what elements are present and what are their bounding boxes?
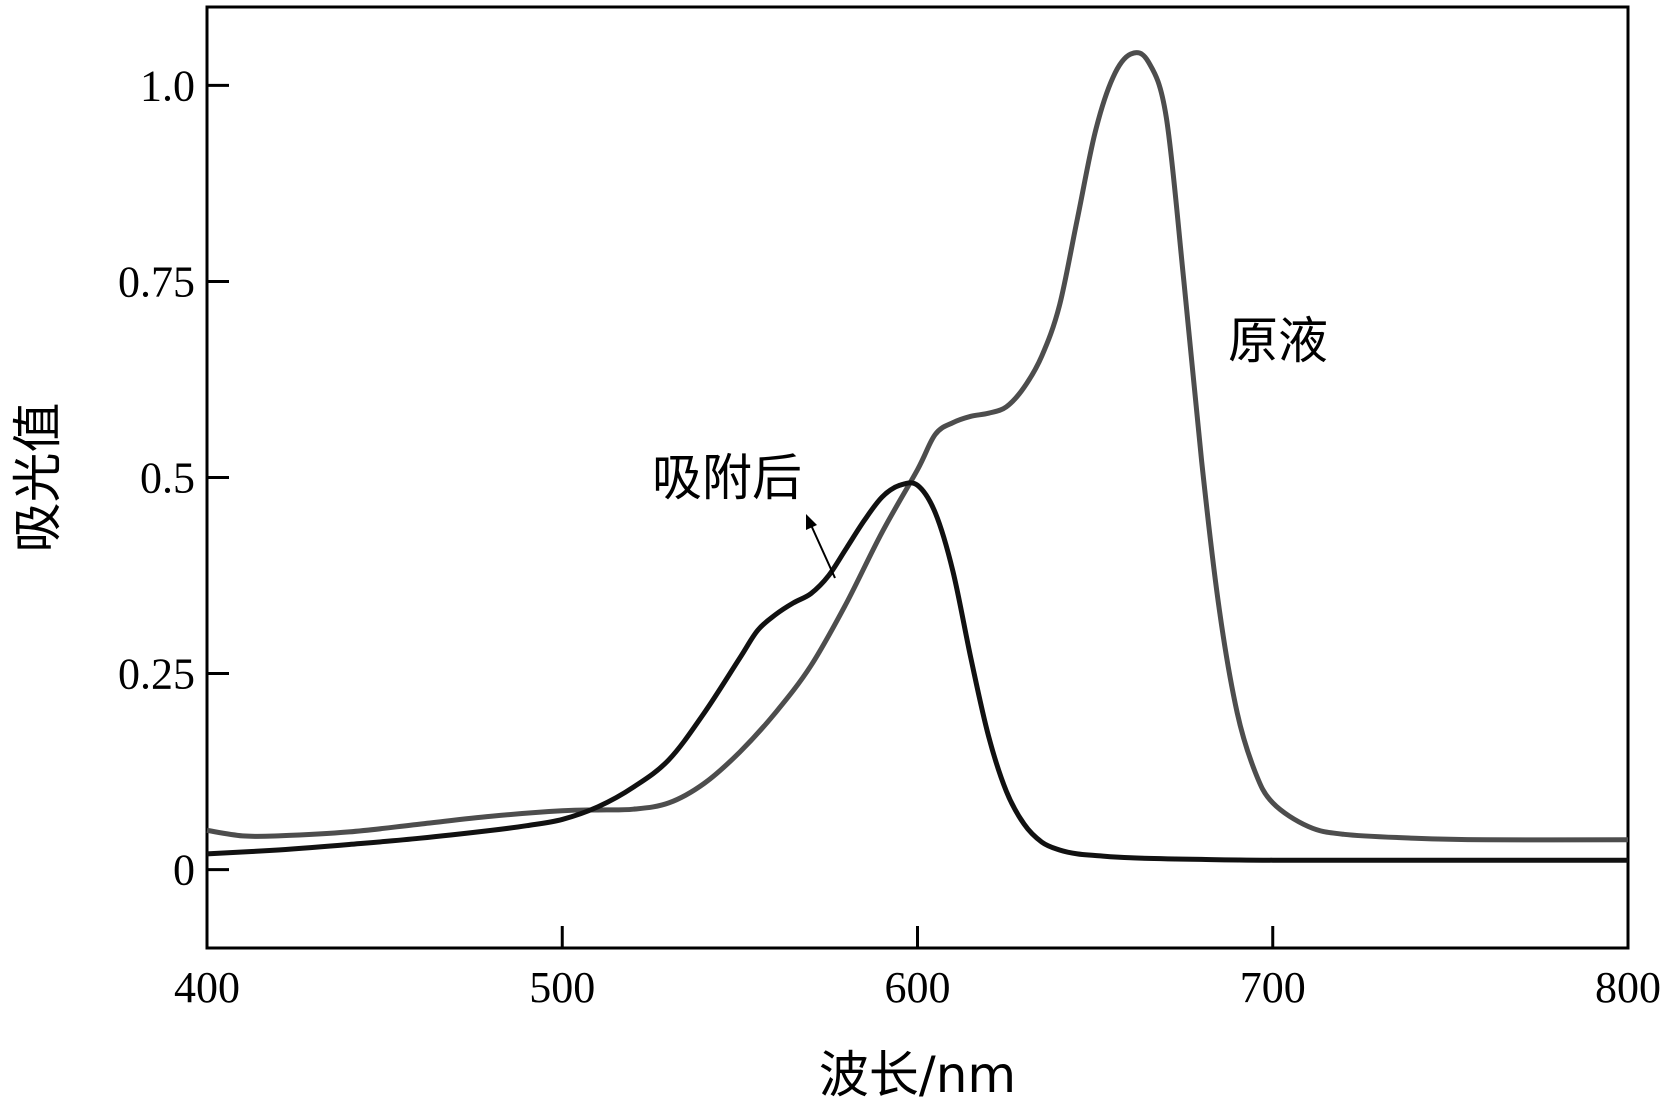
y-tick-label: 0.25 xyxy=(118,650,195,699)
series-lines xyxy=(206,50,1629,863)
y-axis-title: 吸光值 xyxy=(9,403,67,553)
axis-tick-labels: 400 500 600 700 800 0 0.25 0.5 0.75 1.0 xyxy=(118,61,1661,1012)
y-tick-label: 0 xyxy=(173,846,195,895)
series-line-stock-solution xyxy=(206,50,1629,843)
x-tick-label: 600 xyxy=(885,963,951,1012)
plot-area xyxy=(205,5,1630,950)
x-axis-title: 波长/nm xyxy=(819,1046,1016,1104)
label-stock-solution: 原液 xyxy=(1228,312,1328,370)
x-tick-label: 800 xyxy=(1595,963,1661,1012)
y-tick-label: 0.75 xyxy=(118,257,195,306)
y-tick-label: 0.5 xyxy=(140,454,195,503)
x-tick-label: 400 xyxy=(174,963,240,1012)
annotation-arrow-head xyxy=(806,514,817,530)
y-tick-label: 1.0 xyxy=(140,61,195,110)
axis-ticks xyxy=(205,83,1630,948)
plot-frame xyxy=(205,5,1630,950)
x-tick-label: 500 xyxy=(529,963,595,1012)
series-line-after-adsorption xyxy=(206,480,1628,863)
label-after-adsorption: 吸附后 xyxy=(652,449,802,507)
x-tick-label: 700 xyxy=(1240,963,1306,1012)
annotation-arrow-line xyxy=(810,524,836,579)
